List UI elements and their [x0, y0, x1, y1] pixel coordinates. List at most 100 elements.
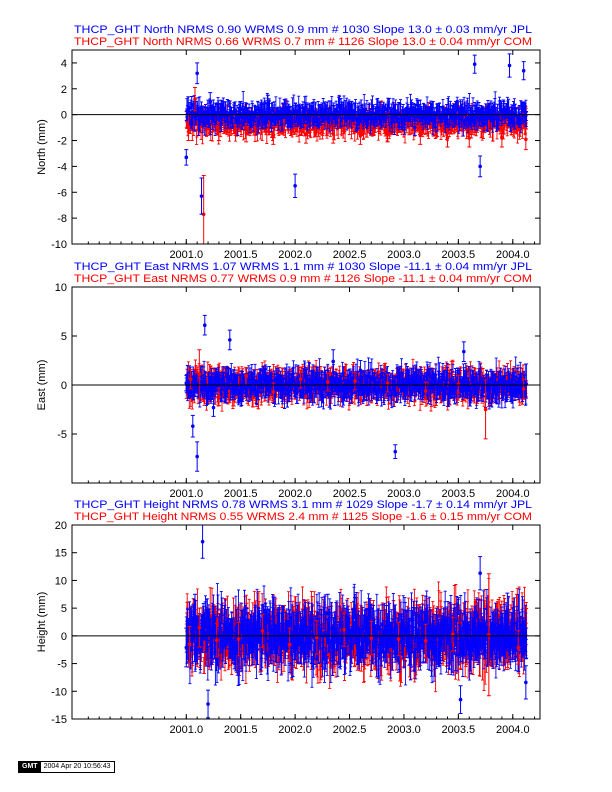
data-point-com [524, 137, 528, 142]
data-point-jpl [191, 424, 195, 428]
gmt-timestamp-stamp: GMT 2004 Apr 20 10:56:43 [18, 761, 115, 773]
data-point-jpl [489, 377, 493, 381]
data-point-com [244, 374, 248, 378]
chart-panel-3: 2001.0 2001.5 2002.0 2002.5 2003.0 2003.5 2004… [36, 499, 541, 736]
scatter-cloud [184, 356, 529, 412]
y-tick-label: 20 [55, 520, 67, 532]
x-tick-label: 2001.0 [169, 724, 203, 736]
y-axis-label: North (mm) [36, 119, 48, 175]
x-tick-label: 2002.0 [278, 249, 312, 261]
data-point-com [315, 635, 319, 640]
x-tick-label: 2002.5 [333, 488, 367, 500]
data-point-com [385, 130, 390, 135]
data-point-com [187, 642, 192, 646]
data-point-com [516, 645, 521, 650]
chart-panel-2: 2001.0 2001.5 2002.0 2002.5 2003.0 2003.5 2004… [36, 261, 541, 500]
data-point-jpl [189, 102, 194, 107]
data-point-com [193, 97, 197, 101]
data-point-jpl [434, 625, 439, 630]
data-point-com [217, 394, 221, 399]
x-tick-label: 2002.5 [333, 249, 367, 261]
data-point-jpl [238, 107, 243, 112]
y-axis-label: Height (mm) [36, 592, 48, 653]
data-point-com [467, 136, 472, 140]
data-point-jpl [413, 386, 417, 390]
data-point-jpl [298, 631, 303, 635]
data-point-com [244, 130, 248, 135]
data-point-jpl [202, 323, 207, 328]
x-tick-label: 2004.0 [496, 724, 530, 736]
data-point-jpl [478, 164, 482, 169]
x-tick-label: 2003.5 [442, 249, 476, 261]
data-point-com [369, 636, 374, 640]
data-point-com [298, 377, 303, 381]
data-marks [184, 314, 526, 472]
data-point-jpl [271, 614, 276, 619]
data-point-com [445, 136, 450, 140]
data-point-com [353, 379, 357, 383]
y-tick-label: -5 [57, 659, 67, 671]
data-point-jpl [402, 118, 406, 122]
data-point-com [304, 132, 308, 136]
x-tick-label: 2001.0 [169, 488, 203, 500]
data-point-jpl [458, 697, 463, 702]
stats-line-jpl: THCP_GHT North NRMS 0.90 WRMS 0.9 mm # 1… [74, 24, 532, 36]
data-point-com [385, 381, 390, 385]
x-tick-label: 2002.5 [333, 724, 367, 736]
data-point-com [418, 133, 423, 138]
y-axis-label: East (mm) [36, 360, 48, 411]
data-point-com [217, 129, 221, 134]
stats-line-com: THCP_GHT North NRMS 0.66 WRMS 0.7 mm # 1… [74, 36, 532, 48]
y-tick-label: -10 [51, 239, 67, 251]
data-point-jpl [440, 379, 444, 383]
data-point-jpl [184, 381, 189, 385]
x-tick-label: 2003.0 [387, 724, 421, 736]
data-point-jpl [195, 454, 199, 459]
data-point-com [396, 637, 401, 641]
data-point-com [186, 125, 191, 130]
data-point-jpl [456, 107, 461, 112]
y-tick-label: -8 [57, 213, 67, 225]
y-tick-label: 5 [61, 603, 67, 615]
data-point-jpl [507, 63, 512, 68]
data-point-jpl [276, 381, 281, 385]
data-point-com [188, 377, 193, 381]
data-point-jpl [320, 108, 325, 113]
y-tick-label: -4 [57, 161, 67, 173]
data-point-com [214, 638, 219, 643]
x-tick-label: 2003.5 [442, 724, 476, 736]
x-tick-label: 2003.0 [387, 249, 421, 261]
data-point-com [423, 639, 428, 643]
data-point-jpl [184, 155, 189, 160]
data-point-jpl [358, 368, 363, 373]
data-point-com [521, 387, 526, 391]
y-tick-label: -6 [57, 187, 67, 199]
data-point-jpl [222, 622, 227, 627]
y-tick-label: 4 [61, 58, 67, 70]
data-point-com [271, 390, 276, 394]
stats-line-jpl: THCP_GHT Height NRMS 0.78 WRMS 3.1 mm # … [74, 499, 532, 511]
data-point-jpl [380, 622, 384, 627]
data-point-com [358, 133, 363, 138]
y-tick-label: -15 [51, 714, 67, 726]
data-point-com [260, 629, 265, 633]
y-tick-label: -10 [51, 686, 67, 698]
data-point-jpl [521, 68, 526, 73]
data-point-jpl [228, 338, 232, 342]
cloud-errorbars-jpl [184, 356, 529, 410]
scatter-cloud [184, 90, 529, 146]
y-tick-label: 0 [61, 110, 67, 122]
data-point-jpl [374, 110, 379, 114]
data-point-com [197, 625, 202, 630]
data-point-jpl [208, 99, 213, 104]
data-point-jpl [304, 375, 308, 379]
data-point-jpl [380, 375, 384, 379]
x-tick-label: 2001.5 [224, 249, 258, 261]
y-tick-label: 10 [55, 575, 67, 587]
data-point-com [423, 389, 428, 393]
data-point-com [287, 642, 292, 647]
data-point-jpl [206, 702, 210, 706]
x-tick-label: 2001.5 [224, 488, 258, 500]
data-point-com [325, 380, 330, 384]
data-point-jpl [353, 615, 357, 619]
